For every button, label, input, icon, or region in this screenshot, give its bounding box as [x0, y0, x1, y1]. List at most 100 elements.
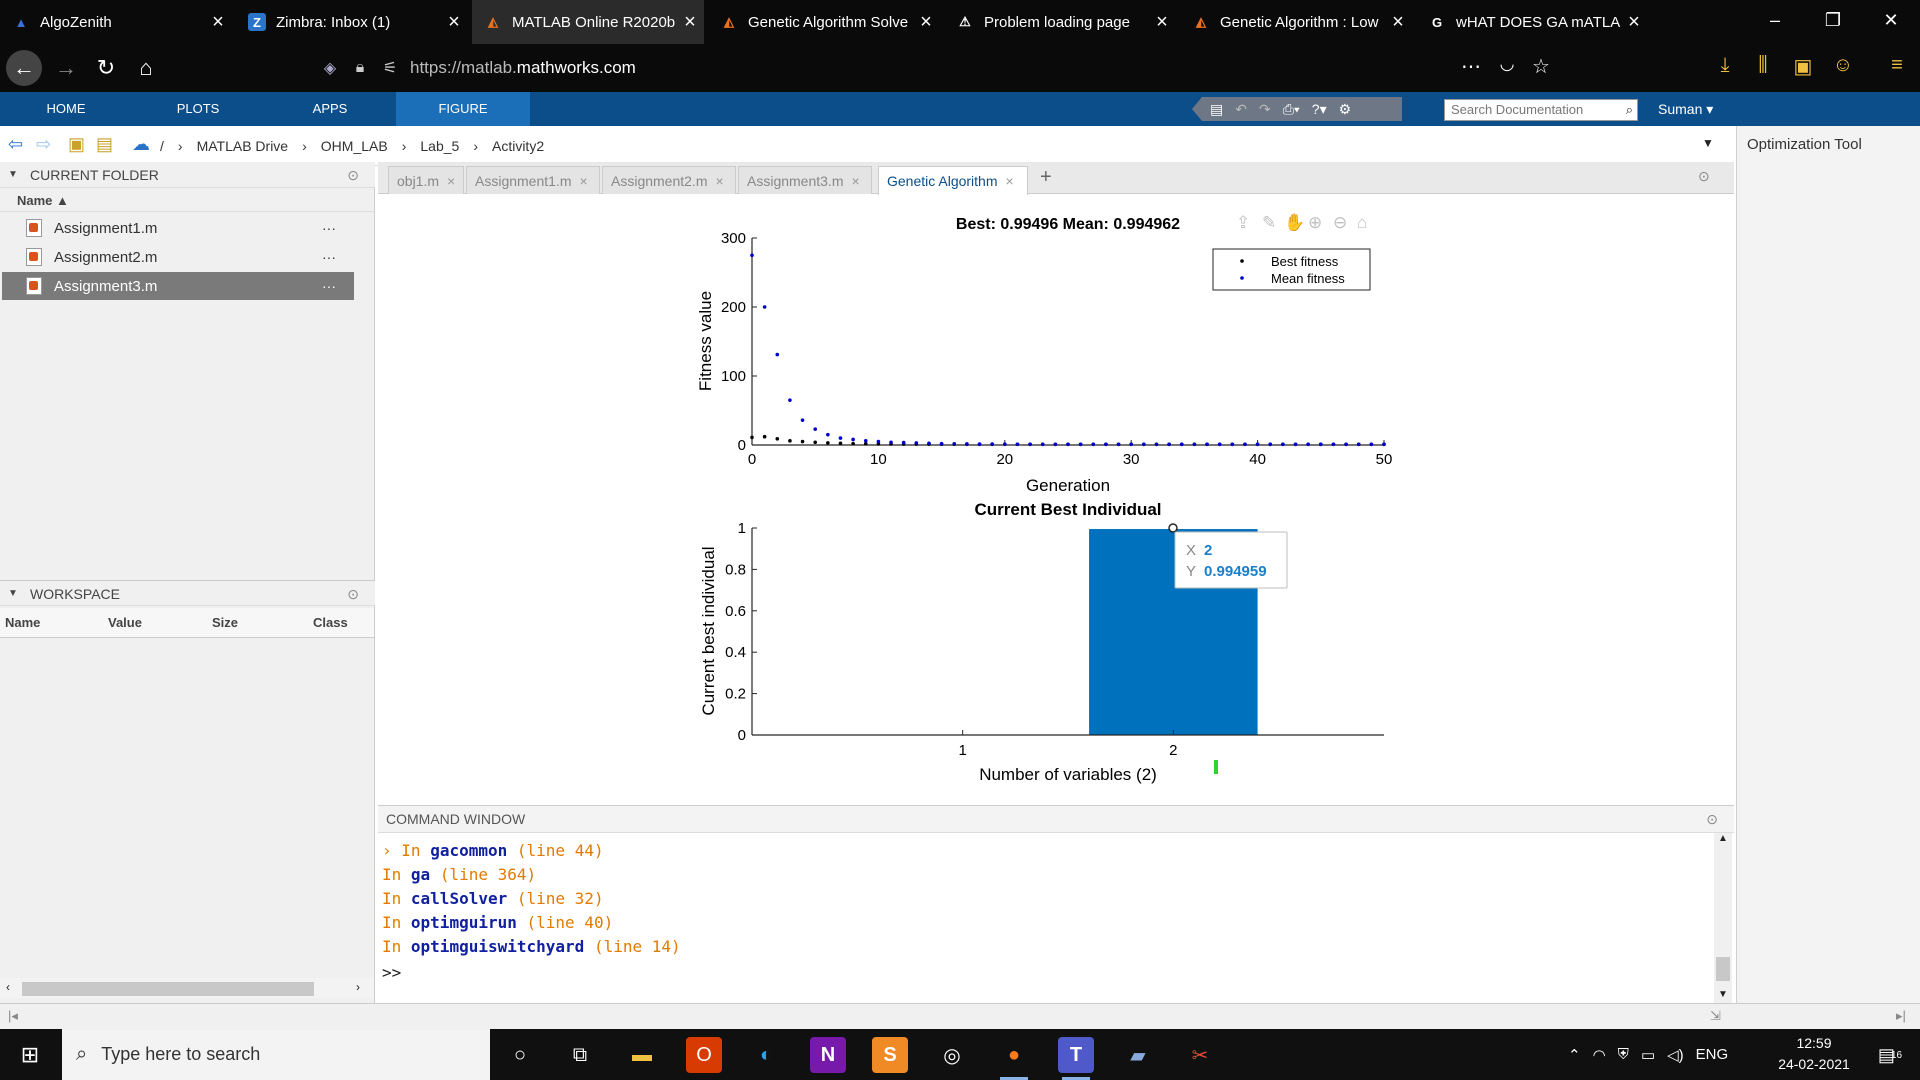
line-location[interactable]: (line 32): [516, 889, 604, 908]
editor-tab-obj1[interactable]: obj1.m ×: [388, 166, 464, 194]
sublime-icon[interactable]: S: [872, 1037, 908, 1073]
undo-icon[interactable]: ↶: [1235, 100, 1247, 117]
pocket-icon[interactable]: ◡: [1499, 54, 1515, 73]
path-dropdown-icon[interactable]: ▼: [1702, 136, 1714, 150]
up-folder-icon[interactable]: ▣: [68, 134, 86, 154]
account-icon[interactable]: ☺: [1832, 54, 1854, 76]
breadcrumb-lab5[interactable]: Lab_5: [420, 138, 460, 154]
breadcrumb-activity2[interactable]: Activity2: [491, 138, 545, 154]
ws-class-column[interactable]: Class: [313, 615, 348, 630]
zoom-out-icon[interactable]: ⊖: [1333, 213, 1347, 232]
close-icon[interactable]: ×: [1005, 173, 1014, 189]
line-location[interactable]: (line 364): [439, 865, 537, 884]
language-indicator[interactable]: ENG: [1695, 1046, 1729, 1063]
home-icon[interactable]: ⌂: [139, 55, 153, 80]
scroll-thumb[interactable]: [1716, 957, 1730, 981]
data-tip[interactable]: X 2 Y 0.994959: [1168, 523, 1288, 589]
cortana-icon[interactable]: ○: [513, 1043, 527, 1066]
editor-tab-assignment2[interactable]: Assignment2.m ×: [602, 166, 736, 194]
browser-tab-zimbra[interactable]: Z Zimbra: Inbox (1) ×: [236, 0, 468, 44]
browser-tab-problem-loading[interactable]: ⚠ Problem loading page ×: [944, 0, 1176, 44]
fitness-plot[interactable]: Best: 0.99496 Mean: 0.994962 0 10 20 30 40 50…: [696, 216, 1392, 495]
line-location[interactable]: (line 40): [526, 913, 614, 932]
browser-tab-ga-solver[interactable]: ◭ Genetic Algorithm Solve ×: [708, 0, 940, 44]
wifi-icon[interactable]: ◠: [1592, 1046, 1606, 1064]
browse-folder-icon[interactable]: ▤: [96, 134, 114, 154]
redo-icon[interactable]: ↷: [1258, 100, 1271, 117]
stack-link-callsolver[interactable]: callSolver: [410, 889, 508, 908]
command-prompt[interactable]: >>: [382, 963, 402, 982]
back-arrow-icon[interactable]: ⇦: [8, 134, 24, 154]
close-icon[interactable]: ×: [1156, 10, 1168, 33]
more-options-icon[interactable]: ···: [322, 220, 336, 236]
search-documentation-input[interactable]: Search Documentation ⌕: [1444, 99, 1638, 121]
restore-icon[interactable]: ❐: [1824, 10, 1842, 30]
onenote-icon[interactable]: N: [810, 1037, 846, 1073]
taskbar-clock[interactable]: 12:59 24-02-2021: [1768, 1033, 1860, 1075]
collapse-icon[interactable]: ▼: [8, 169, 18, 180]
name-column-header[interactable]: Name ▲: [17, 193, 69, 208]
permissions-icon[interactable]: ⚟: [382, 60, 398, 77]
more-options-icon[interactable]: ···: [322, 249, 336, 265]
stack-link-gacommon[interactable]: gacommon: [430, 841, 508, 860]
edge-icon[interactable]: ◐: [759, 1043, 773, 1066]
add-tab-button[interactable]: +: [1040, 166, 1052, 188]
breadcrumb-matlab-drive[interactable]: MATLAB Drive: [196, 138, 289, 154]
command-window[interactable]: › In gacommon (line 44) In ga (line 364)…: [378, 833, 1714, 1003]
library-icon[interactable]: ⫼: [1758, 54, 1768, 76]
chevron-up-icon[interactable]: ⌃: [1568, 1046, 1581, 1064]
scroll-thumb[interactable]: [22, 982, 314, 996]
panel-options-icon[interactable]: ⊙: [347, 586, 359, 602]
firefox-icon[interactable]: ●: [996, 1037, 1032, 1080]
obs-icon[interactable]: ◎: [943, 1044, 961, 1067]
zoom-in-icon[interactable]: ⊕: [1308, 213, 1322, 232]
office-icon[interactable]: O: [686, 1037, 722, 1073]
tab-apps[interactable]: APPS: [312, 101, 348, 116]
optimization-tool-title[interactable]: Optimization Tool: [1747, 136, 1862, 153]
collapse-icon[interactable]: ▼: [8, 588, 18, 599]
menu-icon[interactable]: ≡: [1891, 54, 1903, 76]
close-icon[interactable]: ×: [851, 173, 860, 189]
collapse-right-icon[interactable]: ▸|: [1896, 1008, 1906, 1023]
settings-icon[interactable]: ⚙: [1338, 100, 1352, 117]
scroll-down-icon[interactable]: ▼: [1718, 989, 1728, 1000]
restore-view-icon[interactable]: ⌂: [1357, 213, 1367, 232]
close-icon[interactable]: ×: [1392, 10, 1404, 33]
url-bar[interactable]: https://matlab. mathworks.com: [410, 50, 1640, 86]
tab-plots[interactable]: PLOTS: [176, 101, 220, 116]
file-item-assignment3[interactable]: Assignment3.m ···: [2, 272, 354, 300]
print-icon[interactable]: ⎙▾: [1282, 100, 1300, 117]
data-tip-marker[interactable]: [1168, 523, 1178, 533]
panel-options-icon[interactable]: ⊙: [1698, 168, 1710, 184]
reload-icon[interactable]: ↻: [96, 55, 116, 80]
editor-tab-assignment1[interactable]: Assignment1.m ×: [466, 166, 600, 194]
close-window-icon[interactable]: ✕: [1883, 10, 1899, 30]
sidebar-icon[interactable]: ▣: [1793, 56, 1813, 78]
minimize-icon[interactable]: –: [1769, 10, 1780, 30]
export-icon[interactable]: ⇪: [1236, 213, 1250, 232]
current-folder-header[interactable]: ▼ CURRENT FOLDER ⊙: [0, 162, 375, 188]
ws-size-column[interactable]: Size: [212, 615, 239, 630]
command-window-scrollbar[interactable]: ▲ ▼: [1714, 833, 1732, 1003]
file-explorer-icon[interactable]: ▬: [632, 1043, 652, 1066]
fitness-legend[interactable]: Best fitness Mean fitness: [1212, 248, 1371, 291]
more-options-icon[interactable]: ···: [322, 278, 336, 294]
forward-arrow-icon[interactable]: ⇨: [36, 134, 52, 154]
file-item-assignment1[interactable]: Assignment1.m ···: [2, 214, 354, 242]
tab-figure[interactable]: FIGURE: [396, 92, 530, 126]
breadcrumb-root[interactable]: /: [160, 138, 164, 154]
editor-tab-assignment3[interactable]: Assignment3.m ×: [738, 166, 872, 194]
scroll-right-icon[interactable]: ›: [356, 980, 360, 994]
workspace-header[interactable]: ▼ WORKSPACE ⊙: [0, 580, 375, 606]
bookmark-star-icon[interactable]: ☆: [1532, 56, 1550, 78]
notification-icon[interactable]: ▤ 16: [1877, 1044, 1903, 1065]
breadcrumb-ohm-lab[interactable]: OHM_LAB: [320, 138, 388, 154]
file-item-assignment2[interactable]: Assignment2.m ···: [2, 243, 354, 271]
tab-home[interactable]: HOME: [46, 101, 86, 116]
defender-icon[interactable]: ⛨: [1617, 1046, 1629, 1063]
close-icon[interactable]: ×: [684, 10, 696, 33]
notes-icon[interactable]: ▰: [1130, 1044, 1146, 1067]
shield-icon[interactable]: ◈: [323, 60, 337, 77]
cloud-drive-icon[interactable]: ☁: [132, 134, 150, 154]
browser-tab-ga-low[interactable]: ◭ Genetic Algorithm : Low ×: [1180, 0, 1412, 44]
